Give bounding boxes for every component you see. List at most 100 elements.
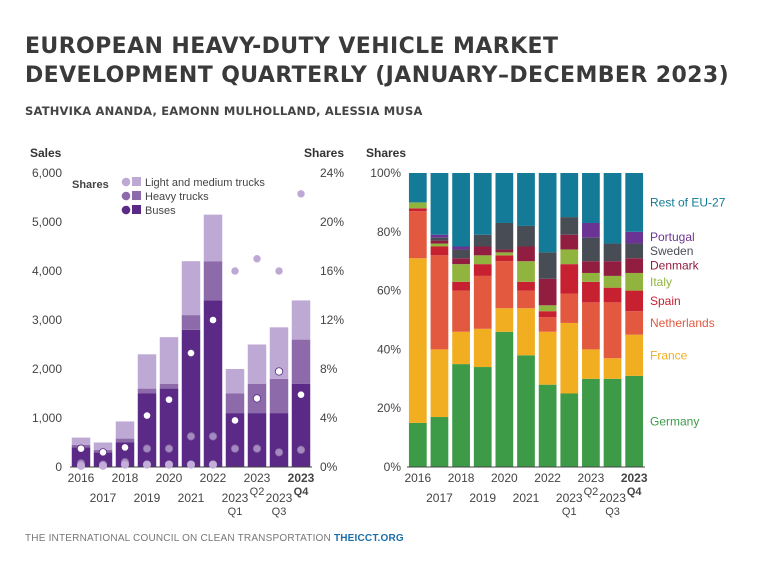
left-share-point: [142, 460, 152, 469]
right-x-tick-label: 2016: [404, 471, 431, 485]
left-bar-segment: [247, 344, 267, 384]
right-bar-segment: [495, 173, 514, 223]
right-bar-segment: [560, 234, 579, 250]
left-x-tick-sublabel: Q3: [272, 506, 287, 518]
right-bar-segment: [495, 252, 514, 256]
legend-swatch: [132, 177, 141, 186]
right-x-tick-label: 2023: [599, 491, 626, 505]
left-share-point: [274, 367, 284, 376]
right-bar-segment: [603, 243, 622, 262]
legend-label: Light and medium trucks: [145, 177, 265, 189]
right-bar-segment: [430, 255, 449, 350]
right-bar-segment: [408, 173, 427, 203]
left-share-point: [253, 255, 261, 263]
right-x-tick-sublabel: Q4: [627, 486, 643, 498]
left-bar-segment: [269, 413, 289, 467]
left-y2-tick-label: 16%: [320, 264, 344, 278]
right-y-axis-title: Shares: [366, 146, 406, 160]
right-bar-segment: [430, 240, 449, 244]
left-bar-segment: [203, 214, 223, 262]
page-title: EUROPEAN HEAVY-DUTY VEHICLE MARKET DEVEL…: [25, 32, 729, 90]
right-x-tick-label: 2017: [426, 491, 453, 505]
right-y-tick-label: 20%: [377, 401, 401, 415]
left-share-point: [230, 444, 240, 453]
left-y-tick-label: 0: [55, 460, 62, 474]
left-share-point: [296, 390, 306, 399]
left-bar-segment: [291, 383, 311, 467]
footer-link[interactable]: THEICCT.ORG: [333, 533, 404, 544]
left-legend: Shares Light and medium trucks Heavy truck…: [72, 177, 265, 217]
left-y2-tick-label: 8%: [320, 362, 338, 376]
right-bar-segment: [538, 173, 557, 253]
left-y2-axis-title: Shares: [304, 146, 344, 160]
left-bar-segment: [269, 378, 289, 414]
right-bar-segment: [452, 290, 470, 332]
right-bar-segment: [495, 331, 514, 467]
title-line-2: DEVELOPMENT QUARTERLY (JANUARY–DECEMBER …: [25, 63, 730, 88]
left-y-tick-label: 2,000: [32, 362, 62, 376]
right-bar-segment: [495, 255, 514, 262]
left-bar-segment: [115, 442, 135, 467]
left-bar-segment: [181, 329, 201, 467]
left-bar-segment: [203, 261, 223, 301]
left-x-tick-sublabel: Q2: [250, 486, 265, 498]
left-share-point: [142, 444, 152, 453]
left-bar-segment: [71, 447, 91, 467]
right-x-tick-sublabel: Q1: [562, 506, 577, 518]
left-y2-tick-label: 12%: [320, 313, 344, 327]
left-share-point: [98, 448, 108, 457]
legend-label: Heavy trucks: [145, 191, 209, 203]
right-bar-segment: [603, 287, 622, 303]
legend-swatch: [132, 191, 141, 200]
footer-org: THE INTERNATIONAL COUNCIL ON CLEAN TRANS…: [25, 533, 331, 544]
title-line-1: EUROPEAN HEAVY-DUTY VEHICLE MARKET: [25, 34, 559, 59]
right-bar-segment: [603, 358, 622, 379]
right-bar-segment: [538, 331, 557, 385]
left-bar-segment: [115, 438, 135, 443]
left-share-point: [252, 394, 262, 403]
right-legend-label: Denmark: [650, 259, 700, 273]
footer: THE INTERNATIONAL COUNCIL ON CLEAN TRANS…: [25, 533, 404, 544]
right-legend-label: Portugal: [650, 230, 695, 244]
left-share-point: [274, 448, 284, 457]
left-share-point: [186, 348, 196, 358]
right-bar-segment: [430, 173, 449, 235]
right-bar-segment: [408, 211, 427, 259]
right-bar-segment: [625, 272, 644, 291]
right-bar-segment: [495, 249, 514, 253]
right-bar-segment: [517, 173, 535, 226]
right-bar-segment: [473, 173, 492, 235]
right-bar-segment: [408, 208, 427, 212]
legend-label: Buses: [145, 205, 176, 217]
right-bar-segment: [538, 252, 557, 279]
right-bar-segment: [473, 328, 492, 368]
right-bar-segment: [603, 275, 622, 288]
left-y-tick-label: 1,000: [32, 411, 62, 425]
legend-marker: [121, 191, 131, 201]
right-legend-label: Spain: [650, 294, 681, 308]
left-x-tick-label: 2023: [288, 471, 315, 485]
left-y-tick-label: 5,000: [32, 215, 62, 229]
right-bar-segment: [408, 258, 427, 423]
left-bar-segment: [181, 315, 201, 330]
right-bar-segment: [517, 261, 535, 282]
right-bar-segment: [603, 173, 622, 244]
legend-marker: [121, 205, 131, 215]
right-bar-segment: [430, 246, 449, 256]
right-bar-segment: [538, 278, 557, 306]
right-bar-segment: [625, 173, 644, 232]
right-bar-segment: [560, 217, 579, 235]
right-bar-segment: [452, 281, 470, 291]
right-bar-segment: [517, 290, 535, 309]
left-bar-segment: [181, 261, 201, 316]
left-share-point: [164, 395, 174, 404]
right-legend: Germany France Netherlands Spain Italy Denmar…: [650, 195, 726, 428]
right-bar-segment: [560, 293, 579, 323]
right-bar-segment: [582, 272, 600, 282]
right-bar-segment: [517, 281, 535, 291]
left-share-point: [76, 461, 86, 470]
right-legend-label: France: [650, 348, 688, 362]
left-share-point: [208, 315, 218, 325]
right-bar-segment: [473, 264, 492, 276]
left-chart: Sales Shares 0 1,000 2,000 3,000 4,000 5,000 6,0…: [30, 146, 344, 518]
